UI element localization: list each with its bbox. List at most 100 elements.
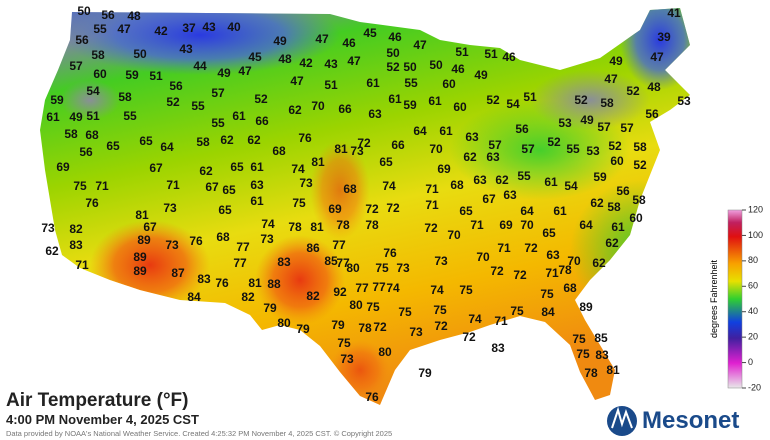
- station-value: 74: [382, 179, 396, 193]
- station-value: 58: [91, 48, 105, 62]
- station-value: 79: [296, 322, 310, 336]
- station-value: 83: [197, 272, 211, 286]
- station-value: 86: [306, 241, 320, 255]
- station-value: 51: [149, 69, 163, 83]
- station-value: 56: [101, 8, 115, 22]
- station-value: 74: [386, 281, 400, 295]
- station-value: 43: [179, 42, 193, 56]
- station-value: 73: [41, 221, 55, 235]
- logo: Mesonet: [642, 407, 739, 434]
- station-value: 65: [139, 134, 153, 148]
- station-value: 76: [365, 390, 379, 404]
- station-value: 61: [232, 109, 246, 123]
- station-value: 57: [620, 121, 634, 135]
- station-value: 50: [77, 4, 91, 18]
- station-value: 58: [118, 90, 132, 104]
- station-value: 73: [434, 254, 448, 268]
- station-value: 62: [220, 133, 234, 147]
- station-value: 46: [388, 30, 402, 44]
- station-value: 73: [260, 232, 274, 246]
- station-value: 74: [261, 217, 275, 231]
- station-value: 49: [273, 34, 287, 48]
- station-value: 73: [165, 238, 179, 252]
- colorbar-tick-label: 120: [748, 204, 763, 214]
- station-value: 48: [127, 9, 141, 23]
- station-value: 45: [363, 26, 377, 40]
- station-value: 65: [222, 183, 236, 197]
- station-value: 85: [594, 331, 608, 345]
- station-value: 60: [610, 154, 624, 168]
- station-value: 70: [520, 218, 534, 232]
- station-value: 63: [465, 130, 479, 144]
- station-value: 74: [291, 162, 305, 176]
- station-value: 62: [605, 236, 619, 250]
- station-value: 52: [626, 84, 640, 98]
- station-value: 54: [506, 97, 520, 111]
- station-value: 47: [604, 72, 618, 86]
- station-value: 69: [499, 218, 513, 232]
- station-value: 42: [299, 56, 313, 70]
- station-value: 83: [595, 348, 609, 362]
- subtitle: 4:00 PM November 4, 2025 CST: [6, 412, 199, 427]
- colorbar-tick-label: -20: [748, 382, 761, 392]
- station-value: 61: [553, 204, 567, 218]
- station-value: 57: [211, 86, 225, 100]
- station-value: 75: [576, 347, 590, 361]
- station-value: 89: [137, 233, 151, 247]
- station-value: 43: [324, 57, 338, 71]
- station-value: 71: [497, 241, 511, 255]
- station-value: 60: [453, 100, 467, 114]
- station-value: 76: [383, 246, 397, 260]
- station-value: 72: [365, 202, 379, 216]
- station-value: 54: [86, 84, 100, 98]
- station-value: 62: [592, 256, 606, 270]
- station-value: 72: [524, 241, 538, 255]
- station-value: 59: [593, 170, 607, 184]
- station-value: 75: [540, 287, 554, 301]
- station-value: 71: [75, 258, 89, 272]
- station-value: 75: [572, 332, 586, 346]
- station-value: 72: [513, 268, 527, 282]
- station-value: 79: [263, 301, 277, 315]
- station-value: 61: [428, 94, 442, 108]
- colorbar-tick-label: 0: [748, 357, 753, 367]
- station-value: 74: [430, 283, 444, 297]
- station-value: 55: [93, 22, 107, 36]
- station-value: 78: [336, 218, 350, 232]
- station-value: 75: [337, 336, 351, 350]
- credit: Data provided by NOAA's National Weather…: [6, 429, 392, 438]
- station-value: 58: [607, 200, 621, 214]
- station-value: 60: [629, 211, 643, 225]
- station-value: 75: [375, 261, 389, 275]
- station-value: 64: [520, 204, 534, 218]
- station-value: 62: [495, 173, 509, 187]
- station-value: 77: [236, 240, 250, 254]
- station-value: 56: [616, 184, 630, 198]
- station-value: 66: [338, 102, 352, 116]
- station-value: 46: [502, 50, 516, 64]
- station-value: 43: [202, 20, 216, 34]
- station-value: 78: [558, 263, 572, 277]
- station-value: 41: [667, 6, 681, 20]
- station-value: 52: [547, 135, 561, 149]
- station-value: 47: [290, 74, 304, 88]
- station-value: 63: [250, 178, 264, 192]
- station-value: 59: [403, 98, 417, 112]
- station-value: 69: [437, 162, 451, 176]
- station-value: 71: [494, 314, 508, 328]
- station-value: 48: [278, 52, 292, 66]
- station-value: 53: [586, 144, 600, 158]
- station-value: 71: [95, 179, 109, 193]
- station-value: 65: [542, 226, 556, 240]
- station-value: 69: [56, 160, 70, 174]
- station-value: 81: [311, 155, 325, 169]
- station-value: 71: [425, 198, 439, 212]
- station-value: 55: [123, 109, 137, 123]
- station-value: 62: [463, 150, 477, 164]
- station-value: 61: [366, 76, 380, 90]
- station-value: 52: [254, 92, 268, 106]
- station-value: 42: [154, 24, 168, 38]
- station-value: 52: [608, 139, 622, 153]
- station-value: 89: [133, 264, 147, 278]
- station-value: 72: [357, 136, 371, 150]
